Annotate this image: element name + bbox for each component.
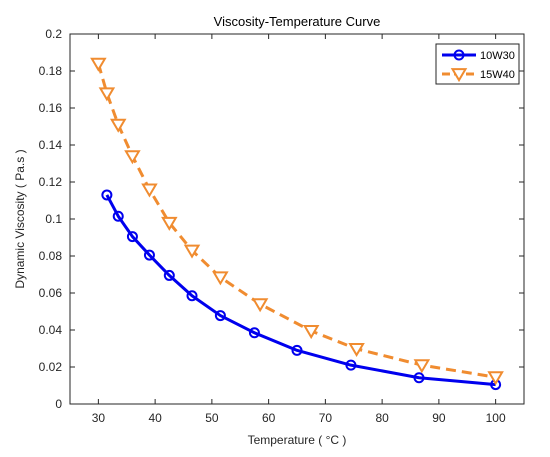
y-tick-label: 0.18 bbox=[39, 64, 63, 78]
y-tick-label: 0.08 bbox=[39, 249, 63, 263]
data-point-15w40 bbox=[348, 342, 365, 358]
x-tick-label: 50 bbox=[205, 411, 219, 425]
series-15w40 bbox=[90, 57, 504, 386]
legend-entry-15w40: 15W40 bbox=[442, 68, 515, 83]
data-point-10w30 bbox=[248, 327, 260, 339]
y-tick-label: 0.04 bbox=[39, 323, 63, 337]
data-point-15w40 bbox=[161, 216, 178, 231]
y-axis: 0 0.02 0.04 0.06 0.08 0.1 0.12 0.14 0.16 0.18 0.2 bbox=[39, 27, 524, 411]
data-point-15w40 bbox=[183, 244, 201, 259]
x-tick-label: 40 bbox=[148, 411, 162, 425]
x-tick-label: 60 bbox=[262, 411, 276, 425]
legend-items: 10W30 15W40 bbox=[442, 49, 515, 83]
data-point-15w40 bbox=[251, 298, 269, 313]
legend-box bbox=[435, 43, 520, 85]
data-point-10w30 bbox=[101, 189, 113, 201]
data-point-10w30 bbox=[112, 210, 124, 222]
legend-marker-10w30 bbox=[453, 49, 465, 61]
x-axis: 30 40 50 60 70 80 90 100 bbox=[92, 34, 506, 425]
y-tick-label: 0.2 bbox=[45, 27, 62, 41]
data-point-10w30 bbox=[291, 344, 303, 356]
y-tick-label: 0.16 bbox=[39, 101, 63, 115]
series-10w30 bbox=[101, 189, 502, 391]
legend-label-15w40: 15W40 bbox=[480, 69, 515, 81]
data-point-15w40 bbox=[413, 359, 431, 374]
data-point-10w30 bbox=[413, 372, 425, 384]
y-axis-label: Dynamic Viscosity ( Pa.s ) bbox=[13, 149, 27, 288]
x-axis-label: Temperature ( °C ) bbox=[248, 433, 347, 447]
data-point-15w40 bbox=[109, 118, 127, 133]
y-tick-label: 0.02 bbox=[39, 360, 63, 374]
x-tick-label: 30 bbox=[92, 411, 106, 425]
data-point-15w40 bbox=[141, 183, 158, 198]
x-tick-label: 100 bbox=[486, 411, 506, 425]
data-point-15w40 bbox=[124, 150, 141, 165]
y-tick-label: 0.12 bbox=[39, 175, 63, 189]
x-tick-label: 80 bbox=[375, 411, 389, 425]
legend-entry-10w30: 10W30 bbox=[442, 49, 515, 62]
chart-title: Viscosity-Temperature Curve bbox=[214, 14, 381, 29]
data-point-10w30 bbox=[186, 290, 198, 302]
data-point-15w40 bbox=[487, 371, 504, 386]
data-point-10w30 bbox=[143, 249, 155, 261]
y-tick-label: 0.1 bbox=[45, 212, 62, 226]
data-point-15w40 bbox=[98, 87, 116, 102]
data-point-10w30 bbox=[345, 359, 357, 371]
y-tick-label: 0 bbox=[55, 397, 62, 411]
data-point-15w40 bbox=[212, 271, 229, 286]
series-layer bbox=[90, 57, 504, 391]
x-tick-label: 70 bbox=[319, 411, 333, 425]
data-point-10w30 bbox=[163, 269, 175, 281]
legend-marker-15w40 bbox=[450, 68, 468, 83]
data-point-15w40 bbox=[302, 325, 320, 340]
legend: 10W30 15W40 bbox=[435, 43, 520, 85]
data-point-10w30 bbox=[214, 310, 226, 322]
y-tick-label: 0.14 bbox=[39, 138, 63, 152]
data-point-15w40 bbox=[90, 57, 107, 72]
data-point-10w30 bbox=[126, 231, 138, 243]
x-tick-label: 90 bbox=[432, 411, 446, 425]
legend-label-10w30: 10W30 bbox=[480, 50, 515, 62]
y-tick-label: 0.06 bbox=[39, 286, 63, 300]
plot-area-frame bbox=[69, 33, 525, 405]
